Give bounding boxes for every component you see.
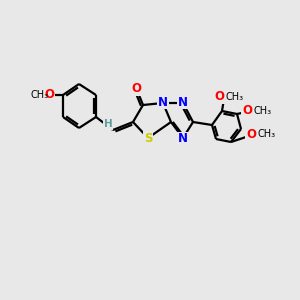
Text: O: O — [246, 128, 256, 140]
Text: CH₃: CH₃ — [257, 129, 275, 139]
Text: N: N — [158, 95, 168, 109]
Text: O: O — [214, 91, 224, 103]
Text: CH₃: CH₃ — [253, 106, 271, 116]
Text: N: N — [178, 133, 188, 146]
Text: H: H — [103, 119, 112, 129]
Text: O: O — [44, 88, 54, 101]
Text: CH₃: CH₃ — [225, 92, 243, 102]
Text: S: S — [144, 131, 152, 145]
Text: O: O — [131, 82, 141, 95]
Text: O: O — [242, 104, 252, 118]
Text: CH₃: CH₃ — [31, 90, 49, 100]
Text: N: N — [178, 95, 188, 109]
